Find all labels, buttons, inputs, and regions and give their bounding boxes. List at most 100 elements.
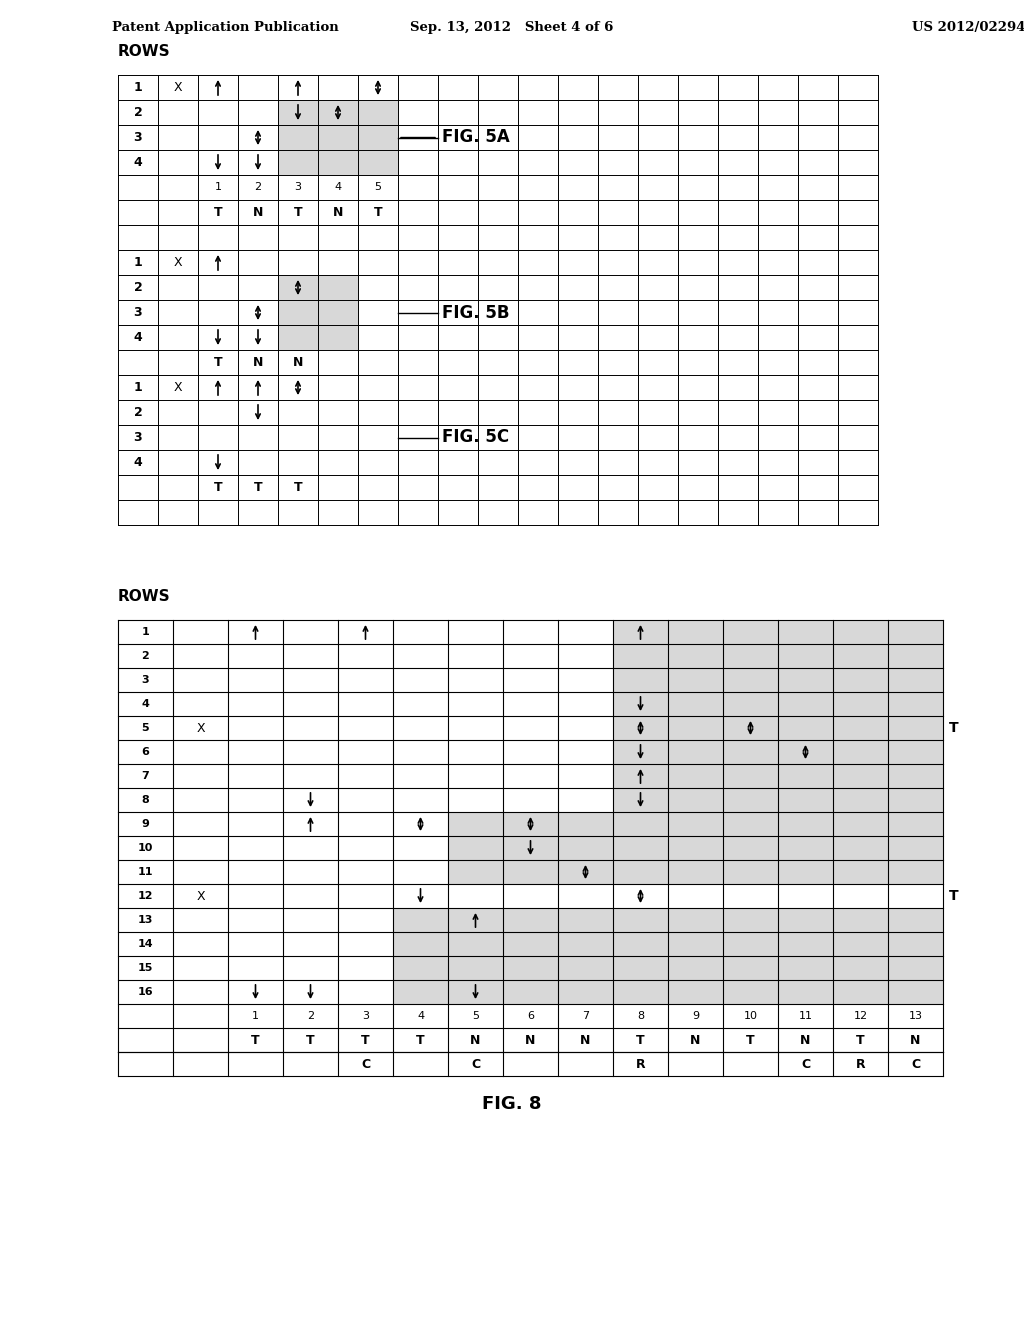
Bar: [833, 812, 888, 836]
Text: T: T: [416, 1034, 425, 1047]
Bar: [668, 788, 723, 812]
Bar: [613, 979, 668, 1005]
Bar: [668, 908, 723, 932]
Bar: [613, 956, 668, 979]
Text: US 2012/0229412 A1: US 2012/0229412 A1: [912, 21, 1024, 33]
Bar: [278, 300, 318, 325]
Text: 12: 12: [853, 1011, 867, 1020]
Bar: [668, 692, 723, 715]
Text: C: C: [911, 1057, 920, 1071]
Bar: [558, 812, 613, 836]
Text: 5: 5: [141, 723, 150, 733]
Text: 2: 2: [141, 651, 150, 661]
Text: C: C: [801, 1057, 810, 1071]
Bar: [449, 812, 503, 836]
Bar: [613, 861, 668, 884]
Bar: [888, 741, 943, 764]
Bar: [778, 956, 833, 979]
Bar: [358, 150, 398, 176]
Bar: [833, 764, 888, 788]
Bar: [668, 644, 723, 668]
Bar: [833, 692, 888, 715]
Bar: [723, 644, 778, 668]
Text: 3: 3: [295, 182, 301, 193]
Bar: [833, 644, 888, 668]
Bar: [668, 741, 723, 764]
Bar: [723, 908, 778, 932]
Bar: [723, 741, 778, 764]
Bar: [668, 861, 723, 884]
Bar: [888, 932, 943, 956]
Bar: [613, 932, 668, 956]
Text: 3: 3: [362, 1011, 369, 1020]
Bar: [888, 715, 943, 741]
Bar: [613, 644, 668, 668]
Bar: [723, 861, 778, 884]
Bar: [888, 764, 943, 788]
Text: N: N: [333, 206, 343, 219]
Bar: [888, 861, 943, 884]
Text: 1: 1: [133, 381, 142, 393]
Text: FIG. 8: FIG. 8: [482, 1096, 542, 1113]
Bar: [888, 668, 943, 692]
Bar: [778, 620, 833, 644]
Bar: [778, 812, 833, 836]
Bar: [778, 741, 833, 764]
Text: C: C: [471, 1057, 480, 1071]
Bar: [888, 979, 943, 1005]
Bar: [503, 861, 558, 884]
Text: N: N: [253, 356, 263, 370]
Bar: [278, 125, 318, 150]
Bar: [778, 764, 833, 788]
Bar: [833, 620, 888, 644]
Bar: [723, 620, 778, 644]
Bar: [613, 836, 668, 861]
Text: 14: 14: [137, 939, 154, 949]
Bar: [503, 836, 558, 861]
Text: T: T: [856, 1034, 865, 1047]
Bar: [778, 861, 833, 884]
Text: 4: 4: [133, 455, 142, 469]
Bar: [449, 861, 503, 884]
Text: 15: 15: [138, 964, 154, 973]
Text: N: N: [910, 1034, 921, 1047]
Text: 2: 2: [133, 281, 142, 294]
Text: 3: 3: [134, 306, 142, 319]
Text: 1: 1: [133, 256, 142, 269]
Bar: [833, 979, 888, 1005]
Bar: [723, 979, 778, 1005]
Text: 6: 6: [527, 1011, 534, 1020]
Text: 2: 2: [133, 407, 142, 418]
Text: N: N: [293, 356, 303, 370]
Text: 12: 12: [138, 891, 154, 902]
Bar: [723, 956, 778, 979]
Bar: [778, 668, 833, 692]
Text: 4: 4: [335, 182, 342, 193]
Bar: [613, 908, 668, 932]
Bar: [558, 861, 613, 884]
Text: 5: 5: [472, 1011, 479, 1020]
Bar: [393, 956, 449, 979]
Bar: [278, 150, 318, 176]
Text: X: X: [197, 722, 205, 734]
Text: ROWS: ROWS: [118, 44, 171, 59]
Text: 8: 8: [141, 795, 150, 805]
Bar: [668, 620, 723, 644]
Bar: [318, 325, 358, 350]
Bar: [723, 764, 778, 788]
Bar: [393, 908, 449, 932]
Bar: [833, 836, 888, 861]
Bar: [888, 908, 943, 932]
Text: 1: 1: [252, 1011, 259, 1020]
Bar: [613, 764, 668, 788]
Text: 4: 4: [133, 331, 142, 345]
Text: 9: 9: [141, 818, 150, 829]
Text: T: T: [306, 1034, 314, 1047]
Bar: [668, 956, 723, 979]
Bar: [668, 979, 723, 1005]
Bar: [358, 100, 398, 125]
Bar: [558, 956, 613, 979]
Bar: [833, 715, 888, 741]
Text: T: T: [361, 1034, 370, 1047]
Bar: [503, 956, 558, 979]
